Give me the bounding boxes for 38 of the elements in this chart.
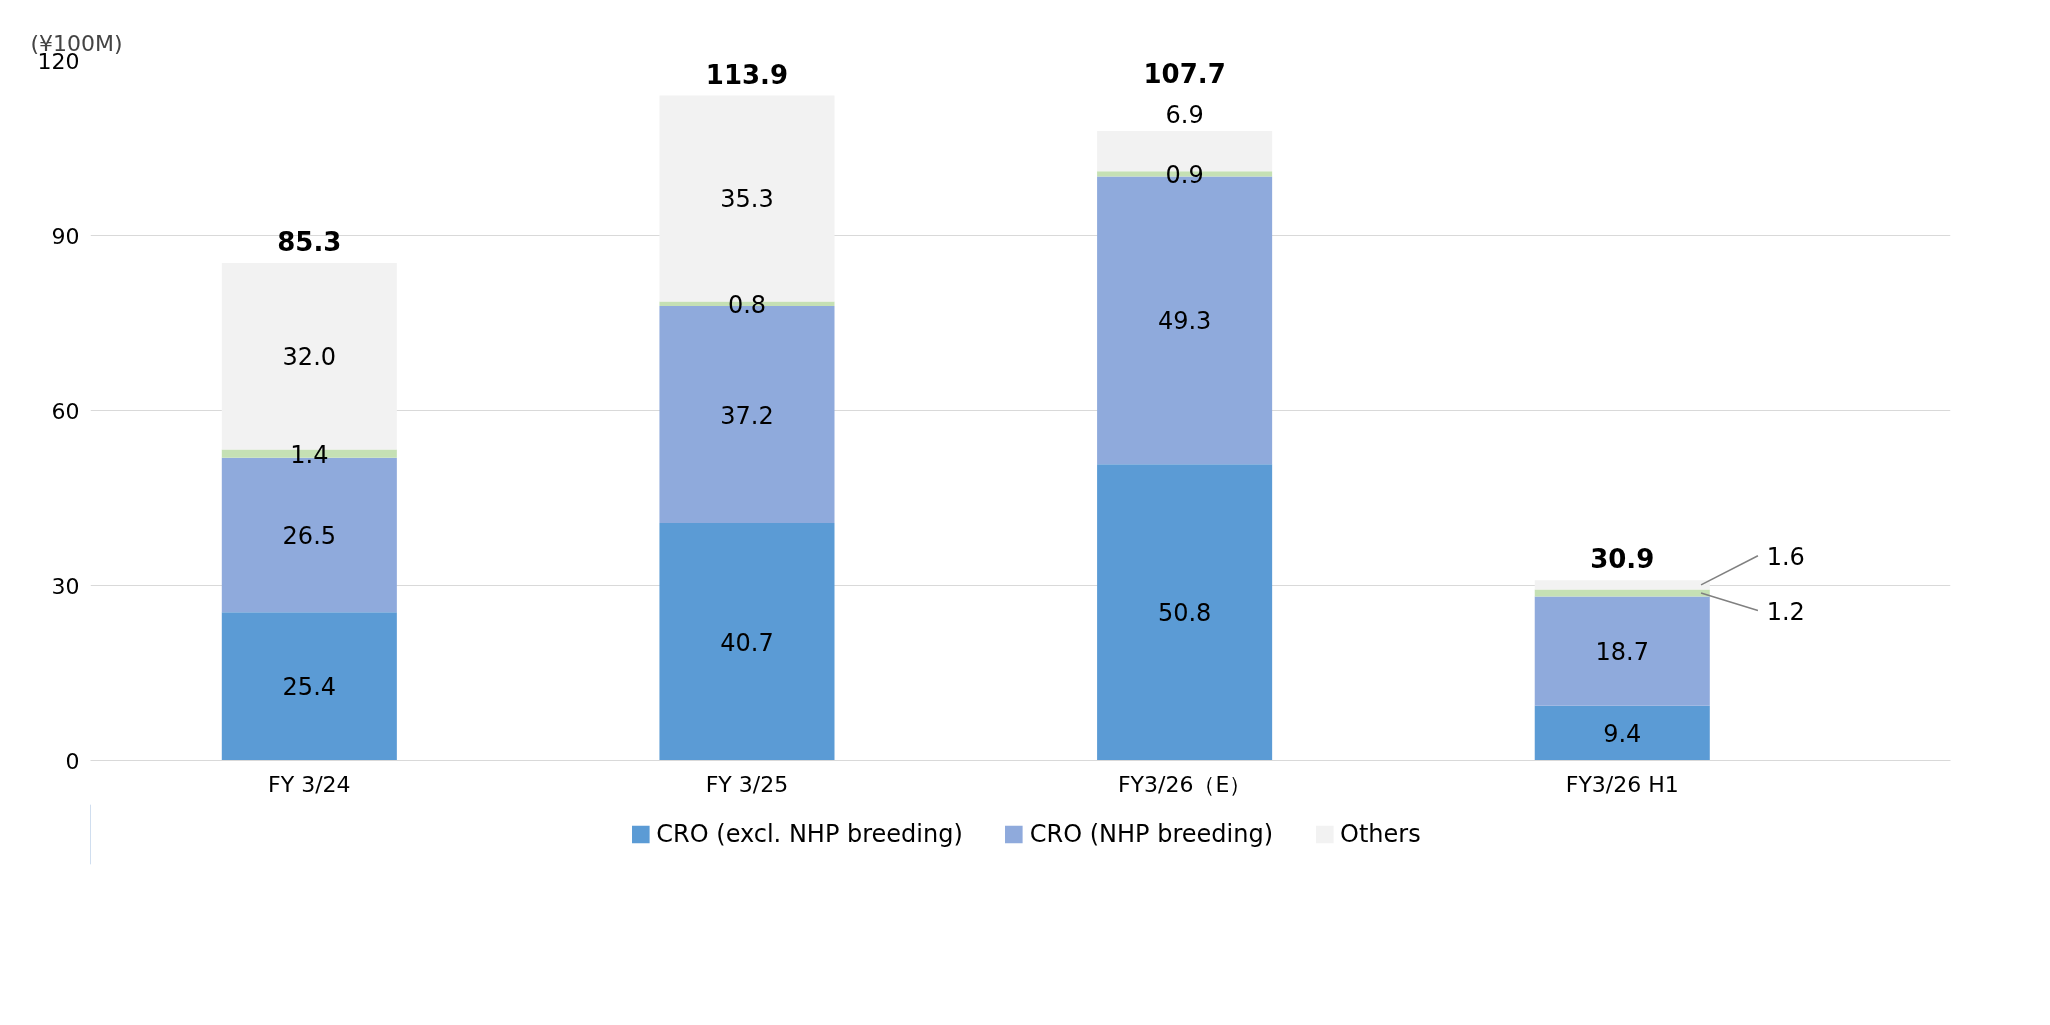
total-label: 85.3 [277,226,342,257]
y-tick-label: 60 [51,398,80,424]
legend-label: Others [1340,820,1421,848]
y-tick-label: 30 [51,573,80,599]
x-tick-label: FY3/26 H1 [1565,771,1679,797]
y-tick-label: 90 [51,223,80,249]
x-tick-label: FY3/26（E） [1117,771,1252,797]
bar [1534,589,1710,597]
data-label: 1.4 [290,440,329,469]
total-label: 30.9 [1590,544,1655,575]
data-label: 18.7 [1595,638,1649,667]
data-label: 0.9 [1165,160,1204,189]
data-label: 1.2 [1766,597,1805,626]
x-tick-label: FY 3/24 [268,771,351,797]
data-label: 35.3 [720,185,774,214]
data-label: 1.6 [1766,542,1805,571]
bar [1534,705,1710,761]
data-label: 0.8 [727,290,767,319]
bar [1534,596,1710,706]
legend-label: CRO (NHP breeding) [1029,820,1274,848]
data-label: 25.4 [282,673,337,702]
x-tick-label: FY 3/25 [705,771,789,797]
data-label: 26.5 [282,522,337,551]
legend-label: CRO (excl. NHP breeding) [656,820,963,848]
data-label: 40.7 [720,628,774,657]
data-label: 50.8 [1157,599,1212,628]
total-label: 107.7 [1143,59,1226,90]
y-tick-label: 0 [65,748,80,774]
bar [659,523,835,761]
data-label: 6.9 [1165,101,1204,130]
data-label: 37.2 [720,401,774,430]
total-label: 113.9 [705,59,789,90]
bar [221,612,397,761]
bar [1097,464,1273,761]
data-label: 9.4 [1603,720,1642,749]
bar [1534,580,1710,590]
data-label: 32.0 [282,343,337,372]
data-label: 49.3 [1157,307,1212,336]
